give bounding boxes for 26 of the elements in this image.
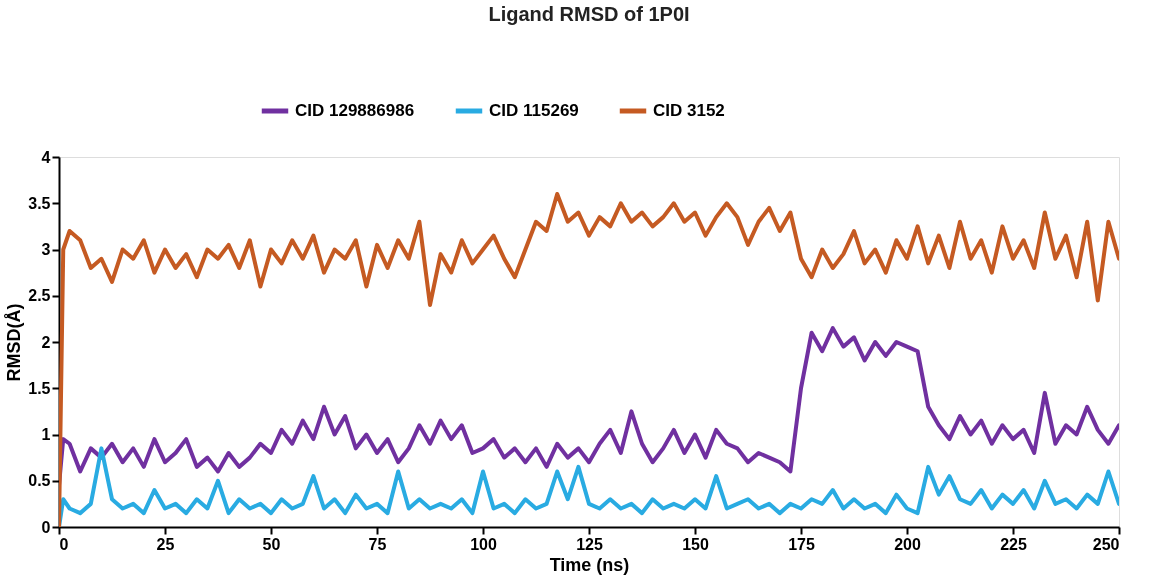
x-tick-label: 0 bbox=[59, 535, 69, 553]
x-tick-label: 225 bbox=[1000, 535, 1027, 553]
x-axis-title: Time (ns) bbox=[549, 554, 630, 575]
y-tick-label: 2 bbox=[41, 333, 51, 351]
y-tick-label: 3.5 bbox=[28, 194, 51, 212]
x-tick-label: 200 bbox=[894, 535, 921, 553]
y-tick-label: 4 bbox=[41, 148, 51, 166]
y-tick-label: 0.5 bbox=[28, 472, 51, 490]
x-tick-label: 150 bbox=[682, 535, 709, 553]
y-tick-label: 0 bbox=[41, 518, 51, 536]
x-tick-label: 175 bbox=[788, 535, 815, 553]
y-tick-label: 1.5 bbox=[28, 379, 51, 397]
chart-title: Ligand RMSD of 1P0I bbox=[488, 3, 690, 25]
y-tick-label: 3 bbox=[41, 241, 51, 258]
legend-label: CID 129886986 bbox=[295, 101, 415, 120]
x-tick-label: 25 bbox=[156, 535, 175, 553]
y-tick-label: 2.5 bbox=[28, 287, 51, 305]
x-tick-label: 250 bbox=[1092, 535, 1120, 553]
y-tick-label: 1 bbox=[41, 426, 51, 443]
x-tick-label: 125 bbox=[576, 535, 603, 553]
legend-label: CID 115269 bbox=[489, 101, 579, 120]
x-tick-label: 100 bbox=[470, 535, 497, 553]
x-tick-label: 50 bbox=[262, 535, 281, 553]
x-tick-label: 75 bbox=[368, 535, 387, 553]
legend-label: CID 3152 bbox=[653, 101, 725, 120]
y-axis-title: RMSD(Å) bbox=[4, 303, 25, 382]
